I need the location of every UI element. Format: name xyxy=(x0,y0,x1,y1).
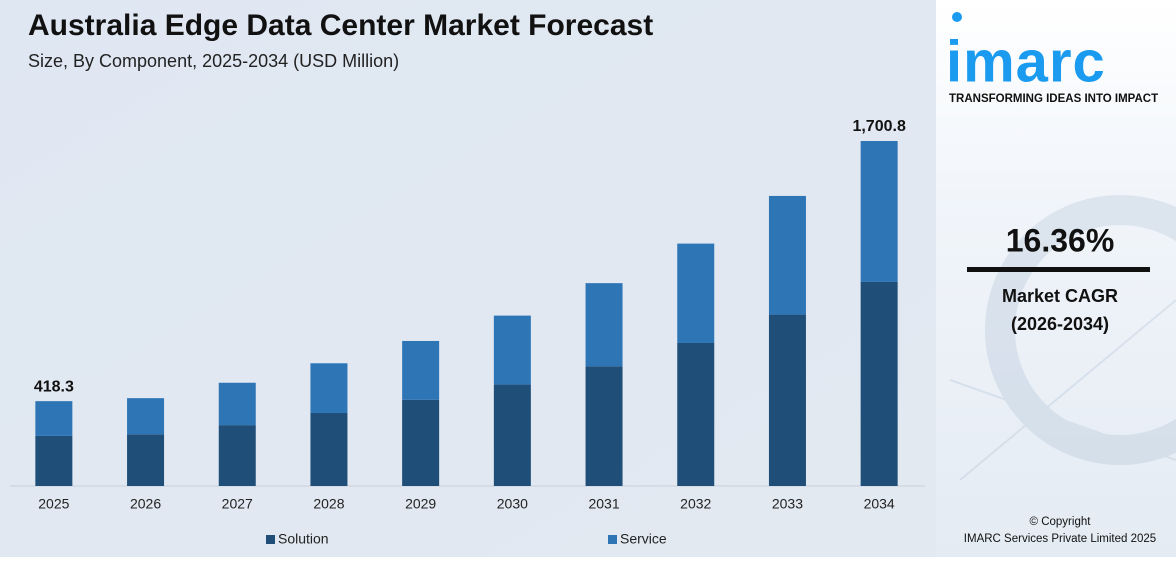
x-tick-label: 2027 xyxy=(222,496,253,512)
bar-segment xyxy=(585,283,623,367)
bar-segment xyxy=(677,243,715,343)
x-tick-label: 2032 xyxy=(680,496,711,512)
bar-segment xyxy=(310,363,348,413)
bar-segment xyxy=(218,382,256,426)
legend-label: Solution xyxy=(278,531,329,547)
logo: imarc xyxy=(946,29,1106,94)
x-tick-label: 2033 xyxy=(772,496,803,512)
sidebar-background xyxy=(936,0,1176,557)
chart-title: Australia Edge Data Center Market Foreca… xyxy=(28,9,653,42)
company: IMARC Services Private Limited 2025 xyxy=(964,533,1156,545)
total-label: 418.3 xyxy=(34,378,74,395)
sidebar-decoration xyxy=(949,195,1176,481)
x-tick-label: 2026 xyxy=(130,496,161,512)
legend-swatch xyxy=(266,535,275,544)
copyright: © Copyright xyxy=(1030,516,1092,528)
x-tick-label: 2029 xyxy=(405,496,436,512)
bar-segment xyxy=(493,315,531,385)
bar-segment xyxy=(768,195,806,315)
bar-segment xyxy=(127,434,165,486)
cagr-label: Market CAGR xyxy=(1002,286,1118,306)
bar-segment xyxy=(35,435,73,486)
x-tick-label: 2030 xyxy=(497,496,528,512)
cagr-value: 16.36% xyxy=(1006,222,1115,258)
chart-subtitle: Size, By Component, 2025-2034 (USD Milli… xyxy=(28,51,399,71)
bar-segment xyxy=(402,399,440,486)
cagr-rule xyxy=(967,267,1150,272)
x-tick-label: 2034 xyxy=(864,496,895,512)
legend-label: Service xyxy=(620,531,667,547)
cagr-period: (2026-2034) xyxy=(1011,314,1109,334)
bar-segment xyxy=(860,281,898,486)
x-tick-label: 2025 xyxy=(38,496,69,512)
legend-swatch xyxy=(608,535,617,544)
bar-segment xyxy=(402,340,440,400)
bar-segment xyxy=(218,425,256,486)
x-tick-label: 2028 xyxy=(313,496,344,512)
bar-segment xyxy=(493,384,531,486)
bar-segment xyxy=(860,141,898,282)
bar-segment xyxy=(677,342,715,486)
bar-segment xyxy=(768,314,806,486)
bar-segment xyxy=(35,401,73,436)
x-tick-label: 2031 xyxy=(588,496,619,512)
total-label: 1,700.8 xyxy=(852,118,905,135)
bar-segment xyxy=(127,398,165,435)
tagline: TRANSFORMING IDEAS INTO IMPACT xyxy=(949,93,1158,105)
bar-segment xyxy=(310,412,348,486)
logo-dot xyxy=(952,12,962,22)
bar-segment xyxy=(585,366,623,486)
